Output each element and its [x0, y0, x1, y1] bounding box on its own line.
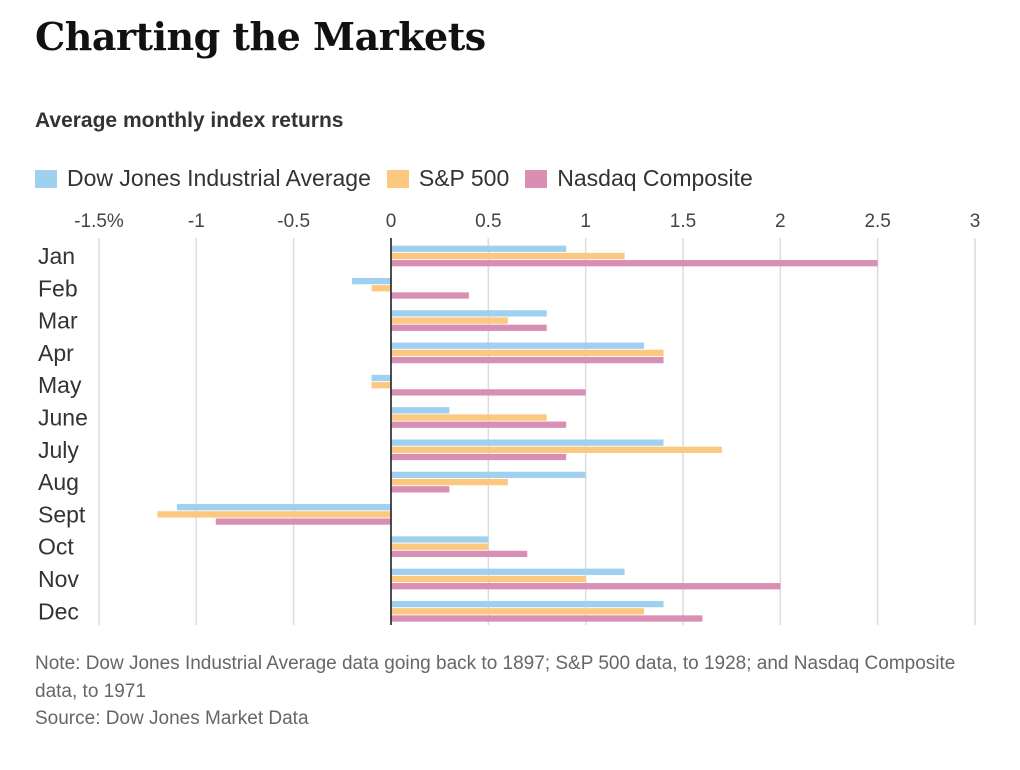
bar — [371, 285, 391, 292]
legend: Dow Jones Industrial Average S&P 500 Nas… — [35, 165, 769, 192]
grid-lines — [98, 238, 976, 625]
legend-item-dow: Dow Jones Industrial Average — [35, 165, 371, 192]
legend-swatch-dow — [35, 169, 57, 188]
tick-labels: -1.5% -1 -0.5 0 0.5 1 1.5 2 2.5 3 — [74, 211, 980, 232]
x-tick-label: 0 — [386, 211, 397, 232]
bar — [391, 536, 489, 543]
category-label: Nov — [38, 566, 79, 592]
bar — [391, 356, 664, 364]
bar — [391, 421, 567, 428]
legend-item-nasdaq: Nasdaq Composite — [525, 165, 753, 192]
legend-label-nasdaq: Nasdaq Composite — [557, 165, 753, 191]
source-note: Source: Dow Jones Market Data — [35, 708, 309, 729]
x-tick-label: 2.5 — [864, 211, 890, 232]
bars — [157, 245, 878, 622]
bar — [176, 504, 391, 511]
legend-swatch-sp500 — [386, 169, 409, 188]
bar — [391, 324, 547, 331]
bar — [391, 446, 722, 453]
bar — [391, 310, 547, 317]
x-tick-label: 1.5 — [670, 211, 696, 232]
bar — [391, 252, 625, 260]
bar — [391, 407, 450, 414]
legend-label-sp500: S&P 500 — [418, 165, 510, 191]
category-label: Sept — [38, 501, 86, 527]
bar — [371, 382, 391, 389]
chart-subtitle: Average monthly index returns — [35, 109, 344, 132]
category-label: Feb — [38, 275, 78, 301]
bar — [391, 478, 508, 486]
bar — [391, 414, 547, 421]
bar — [391, 317, 508, 324]
x-tick-label: 2 — [775, 211, 786, 232]
category-label: Aug — [38, 469, 79, 495]
footnote: Note: Dow Jones Industrial Average data … — [35, 653, 956, 702]
category-label: Mar — [38, 308, 78, 334]
bar — [391, 575, 586, 583]
bar — [391, 389, 586, 396]
x-tick-label: 1 — [580, 211, 591, 232]
bar — [391, 550, 528, 558]
bar — [352, 277, 391, 285]
bar — [371, 374, 391, 382]
x-tick-label: 3 — [970, 211, 981, 232]
x-tick-label: -1 — [188, 211, 205, 232]
legend-label-dow: Dow Jones Industrial Average — [67, 165, 371, 191]
bar — [391, 608, 645, 615]
x-tick-label: 0.5 — [475, 211, 501, 232]
category-label: Jan — [38, 243, 75, 269]
chart-title: Charting the Markets — [35, 14, 486, 59]
x-tick-label: -0.5 — [277, 211, 310, 232]
bar — [391, 292, 469, 299]
bar — [391, 439, 664, 446]
bar — [391, 245, 567, 252]
category-labels: Jan Feb Mar Apr May June July Aug Sept Oct Nov Dec — [38, 243, 88, 624]
bar — [391, 342, 645, 349]
category-label: Dec — [38, 598, 79, 624]
bar-chart: -1.5% -1 -0.5 0 0.5 1 1.5 2 2.5 3 Jan Feb Mar Apr May… — [38, 211, 980, 625]
category-label: Apr — [38, 340, 74, 366]
legend-swatch-nasdaq — [525, 169, 548, 188]
bar — [391, 615, 703, 622]
bar — [391, 568, 625, 575]
x-tick-label: -1.5% — [74, 211, 124, 232]
bar — [157, 511, 391, 518]
category-label: July — [38, 437, 79, 463]
category-label: Oct — [38, 534, 74, 560]
bar — [215, 518, 391, 525]
bar — [391, 543, 489, 550]
category-label: June — [38, 405, 88, 431]
bar — [391, 471, 586, 479]
bar — [391, 453, 567, 461]
legend-item-sp500: S&P 500 — [386, 165, 510, 192]
category-label: May — [38, 372, 82, 398]
bar — [391, 260, 878, 267]
bar — [391, 600, 664, 608]
bar — [391, 486, 450, 493]
bar — [391, 583, 781, 590]
bar — [391, 349, 664, 357]
